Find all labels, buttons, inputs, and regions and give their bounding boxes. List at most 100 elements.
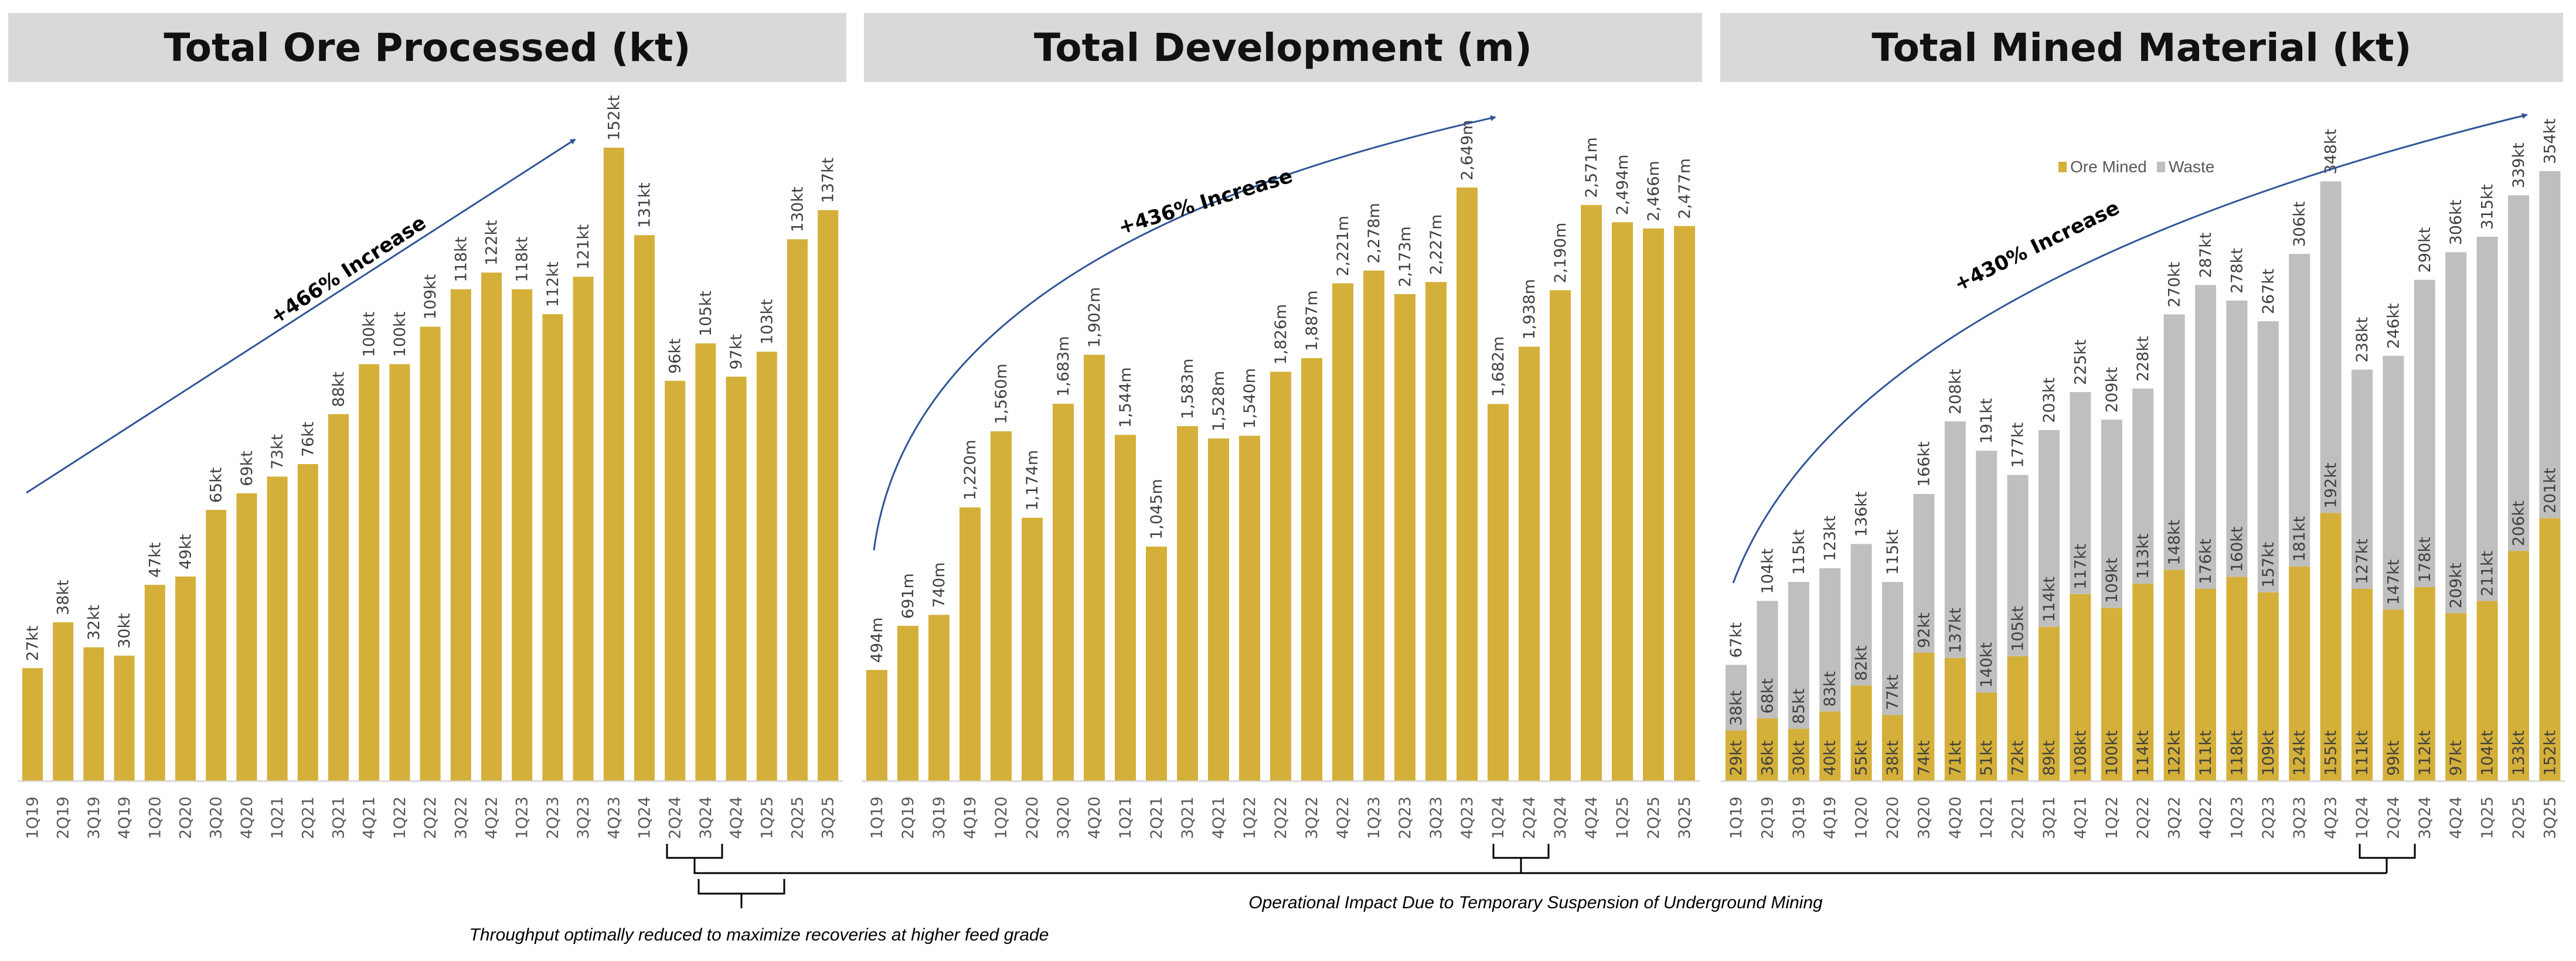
chart1-increase-label: +466% Increase (266, 211, 430, 329)
chart1-tick-label: 2Q25 (789, 796, 807, 839)
chart1-tick-label: 2Q21 (299, 796, 317, 839)
chart2-data-label: 494m (868, 617, 886, 663)
chart3-waste-label: 105kt (2009, 606, 2027, 652)
chart2-data-label: 1,682m (1489, 336, 1508, 397)
chart2-bar (1115, 435, 1136, 781)
chart3-bar-ore (2445, 613, 2467, 781)
chart1-data-label: 69kt (238, 451, 256, 486)
chart2-bar (1488, 404, 1509, 781)
chart1-bar (481, 272, 502, 781)
chart3-total-label: 267kt (2259, 269, 2278, 315)
chart2-tick-label: 3Q24 (1551, 796, 1570, 839)
chart3-bar-ore (2070, 594, 2091, 781)
chart3-bar-waste (1913, 493, 1935, 653)
chart2-data-label: 1,938m (1520, 279, 1539, 340)
chart3-waste-label: 206kt (2510, 500, 2528, 546)
chart2-bar (1674, 226, 1695, 781)
chart2-title: Total Development (m) (864, 13, 1702, 82)
chart3-bar-ore (1726, 730, 1747, 781)
chart2-data-label: 2,494m (1614, 155, 1632, 216)
chart2-tick-label: 3Q22 (1303, 796, 1321, 839)
chart3-tick-label: 3Q19 (1790, 796, 1808, 839)
chart3-total-label: 270kt (2166, 262, 2184, 308)
chart3-ore-label: 155kt (2322, 730, 2340, 776)
chart3-bar-waste (2195, 285, 2216, 589)
chart1-data-label: 30kt (115, 613, 134, 649)
chart3-waste-label: 114kt (2040, 577, 2058, 622)
chart2-bar (1022, 517, 1043, 781)
chart2-tick-label: 1Q22 (1241, 796, 1259, 839)
chart1-data-label: 100kt (391, 312, 409, 357)
chart3-total-label: 104kt (1758, 548, 1777, 594)
chart2-bar (1053, 404, 1074, 781)
chart1-bar (603, 148, 624, 781)
chart1-data-label: 103kt (758, 299, 776, 345)
chart2-tick-label: 4Q23 (1458, 796, 1476, 839)
chart3-ore-label: 38kt (1884, 740, 1902, 776)
chart3-waste-label: 211kt (2479, 551, 2497, 597)
chart3-bar-ore (1757, 718, 1778, 781)
chart1-tick-label: 3Q22 (452, 796, 470, 839)
chart3-tick-label: 2Q25 (2510, 796, 2528, 839)
chart1-data-label: 100kt (360, 312, 379, 357)
chart2-bar (1612, 222, 1633, 781)
chart3-title: Total Mined Material (kt) (1720, 13, 2563, 82)
chart1-tick-label: 1Q23 (513, 796, 532, 839)
chart3-ore-label: 118kt (2228, 730, 2246, 776)
chart1-bar (22, 668, 43, 781)
chart2-tick-label: 1Q19 (868, 796, 886, 839)
chart3-ore-label: 72kt (2009, 740, 2027, 776)
chart3-waste-label: 68kt (1758, 678, 1777, 714)
chart3-ore-label: 55kt (1853, 740, 1871, 776)
chart3-waste-label: 109kt (2103, 558, 2121, 604)
chart3-waste-label: 201kt (2541, 468, 2559, 513)
chart1-bar (114, 655, 135, 781)
chart2-tick-label: 3Q20 (1054, 796, 1073, 839)
chart3-total-label: 278kt (2228, 248, 2246, 294)
chart3-total-label: 203kt (2040, 377, 2058, 423)
chart2-increase-label: +436% Increase (1115, 164, 1295, 239)
chart1-bar (634, 235, 655, 781)
chart1-bar (236, 493, 257, 781)
chart1-tick-label: 4Q21 (360, 796, 379, 839)
chart1-tick-label: 3Q20 (207, 796, 226, 839)
chart3-tick-label: 4Q21 (2071, 796, 2090, 839)
chart3-ore-label: 89kt (2040, 740, 2058, 776)
chart2-tick-label: 3Q19 (930, 796, 948, 839)
chart1-tick-label: 2Q20 (177, 796, 195, 839)
chart3-tick-label: 3Q23 (2291, 796, 2309, 839)
chart3-bar-waste (1976, 451, 1997, 693)
chart3-waste-label: 83kt (1821, 672, 1839, 707)
chart1-tick-label: 1Q20 (146, 796, 164, 839)
chart1-bar (359, 364, 380, 781)
chart1-bar (787, 239, 808, 781)
chart3-bar-waste (2445, 252, 2467, 614)
chart3-bar-waste (2007, 475, 2029, 656)
chart3-bar-ore (2163, 570, 2185, 781)
chart3-bar-waste (2070, 392, 2091, 594)
chart2-bar (1270, 372, 1291, 781)
chart3-tick-label: 2Q20 (1884, 796, 1902, 839)
chart2-data-label: 2,477m (1676, 158, 1694, 219)
chart2-data-label: 1,544m (1117, 367, 1135, 428)
chart3-ore-label: 51kt (1978, 740, 1996, 776)
chart3-ore-label: 97kt (2447, 740, 2465, 776)
chart1-tick-label: 4Q22 (483, 796, 501, 839)
chart3-bar-ore (2226, 577, 2248, 781)
chart3-total-label: 191kt (1978, 398, 1996, 444)
chart1-tick-label: 2Q23 (544, 796, 562, 839)
chart3-ore-label: 109kt (2259, 730, 2278, 776)
chart3-ore-label: 108kt (2071, 730, 2090, 776)
chart2-data-label: 1,174m (1023, 450, 1042, 511)
chart3-total-label: 177kt (2009, 422, 2027, 468)
chart2-bar (1457, 188, 1478, 781)
chart3-bar-waste (2226, 300, 2248, 577)
chart1-data-label: 47kt (146, 542, 164, 578)
chart3-tick-label: 3Q21 (2040, 796, 2058, 839)
chart3-waste-label: 148kt (2166, 520, 2184, 565)
chart3-tick-label: 3Q24 (2416, 796, 2434, 839)
chart1-bar (756, 352, 777, 781)
chart1-data-label: 65kt (207, 468, 226, 503)
chart1-data-label: 118kt (513, 237, 532, 282)
chart1-bar (512, 289, 533, 781)
